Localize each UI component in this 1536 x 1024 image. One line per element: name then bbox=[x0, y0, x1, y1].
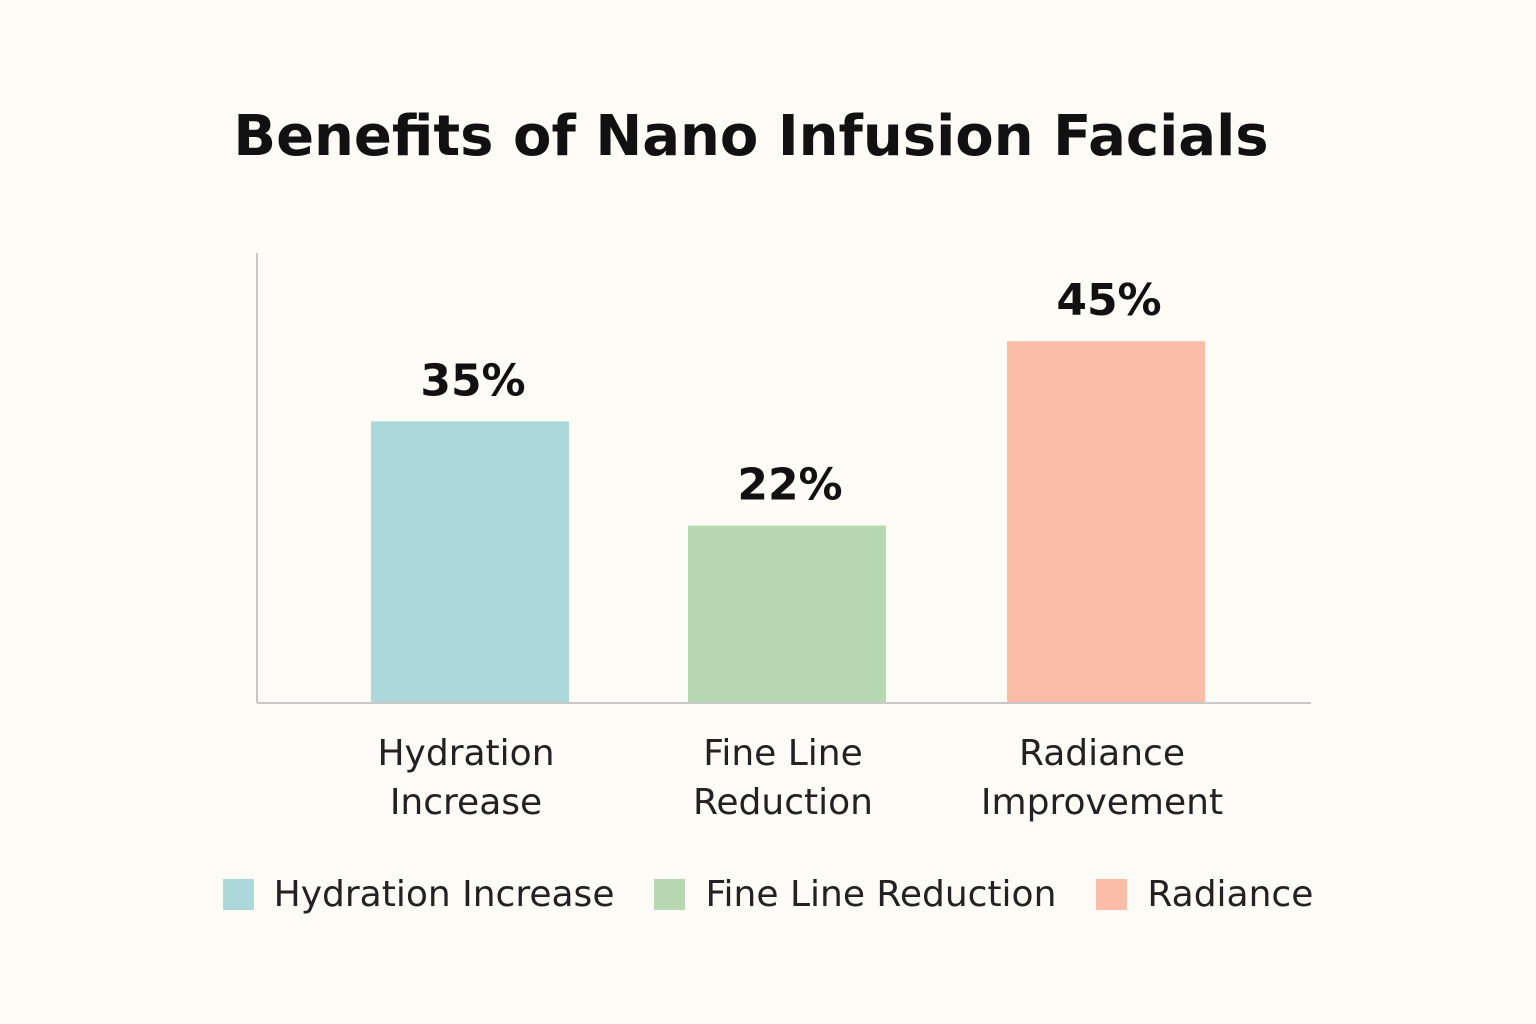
x-tick-label: Reduction bbox=[693, 782, 873, 823]
legend-label: Hydration Increase bbox=[273, 874, 615, 915]
data-label: 22% bbox=[737, 460, 842, 511]
x-tick-label: Fine Line bbox=[703, 733, 863, 774]
bar-2 bbox=[688, 525, 886, 702]
legend-item-radiance: Radiance bbox=[1096, 874, 1313, 915]
legend-swatch bbox=[222, 879, 254, 910]
legend-label: Fine Line Reduction bbox=[705, 874, 1057, 915]
x-tick-label: Improvement bbox=[981, 782, 1223, 823]
x-tick-label: Radiance bbox=[1019, 733, 1185, 774]
data-label: 45% bbox=[1056, 275, 1161, 326]
legend-label: Radiance bbox=[1147, 874, 1314, 915]
x-tick-label: Increase bbox=[390, 782, 542, 823]
legend-item-hydration: Hydration Increase bbox=[222, 874, 615, 915]
bar-1 bbox=[371, 421, 569, 702]
legend-item-fine-line: Fine Line Reduction bbox=[654, 874, 1056, 915]
chart-title: Benefits of Nano Infusion Facials bbox=[233, 104, 1269, 169]
x-tick-label: Hydration bbox=[377, 733, 554, 774]
legend-swatch bbox=[1096, 879, 1128, 910]
bar-3 bbox=[1007, 341, 1205, 702]
legend: Hydration Increase Fine Line Reduction R… bbox=[0, 874, 1536, 915]
data-label: 35% bbox=[420, 355, 525, 406]
legend-swatch bbox=[654, 879, 686, 910]
